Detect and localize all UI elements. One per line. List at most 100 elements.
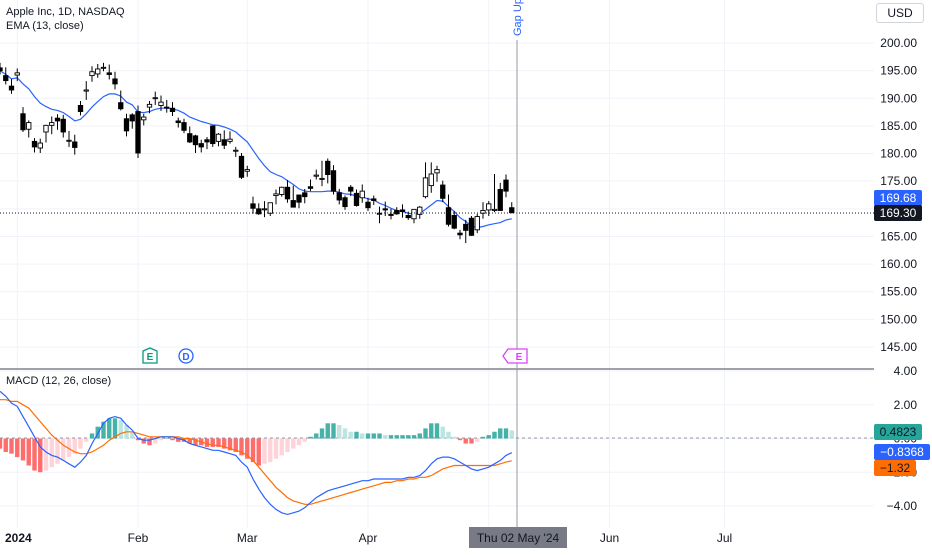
candle-body-up bbox=[49, 122, 55, 126]
candle-body-down bbox=[399, 209, 406, 213]
macd-line bbox=[0, 390, 513, 516]
candle-body-up bbox=[95, 68, 101, 75]
histogram-bar bbox=[187, 438, 192, 444]
histogram-bar bbox=[371, 433, 376, 439]
candle-body-up bbox=[14, 72, 20, 76]
candle bbox=[445, 194, 452, 227]
candle-body-down bbox=[77, 105, 84, 112]
candle bbox=[451, 211, 457, 230]
candle bbox=[181, 118, 187, 134]
candle-body-down bbox=[72, 141, 78, 148]
candle bbox=[434, 165, 440, 182]
histogram-bar bbox=[429, 423, 434, 439]
candle-body-down bbox=[296, 194, 302, 203]
histogram-bar bbox=[394, 435, 399, 439]
signal-value-tag: −1.32 bbox=[874, 460, 916, 476]
candle-body-down bbox=[342, 197, 348, 208]
histogram-bar bbox=[486, 435, 491, 439]
candle bbox=[342, 195, 348, 210]
candle bbox=[250, 196, 256, 214]
candle bbox=[480, 202, 486, 219]
candle-body-down bbox=[210, 125, 216, 145]
candle bbox=[60, 114, 66, 138]
candle bbox=[474, 213, 480, 234]
ema-legend: EMA (13, close) bbox=[6, 20, 84, 32]
histogram-bar bbox=[193, 438, 198, 446]
candle bbox=[382, 201, 388, 217]
ema-price-tag: 169.68 bbox=[874, 190, 922, 206]
candle-body-down bbox=[440, 184, 446, 199]
earnings-marker[interactable]: E bbox=[142, 347, 158, 364]
histogram-bar bbox=[262, 438, 267, 464]
candle-body-down bbox=[284, 186, 291, 200]
histogram-bar bbox=[0, 438, 3, 449]
price-tick-label: 160.00 bbox=[880, 257, 917, 271]
candle bbox=[14, 68, 20, 82]
dividend-marker[interactable]: D bbox=[178, 348, 194, 364]
time-tick-label: Apr bbox=[359, 531, 378, 545]
histogram-bar bbox=[314, 433, 319, 439]
candle-body-down bbox=[31, 140, 38, 148]
svg-text:−0.8368: −0.8368 bbox=[880, 445, 924, 459]
candle bbox=[221, 130, 227, 150]
candle bbox=[307, 179, 314, 192]
histogram-bar bbox=[20, 438, 26, 461]
histogram-bar bbox=[55, 438, 60, 464]
macd-tick-label: 2.00 bbox=[894, 398, 918, 412]
candle-body-down bbox=[164, 106, 170, 109]
histogram-bar bbox=[498, 428, 503, 439]
time-tick-label: Jul bbox=[717, 531, 732, 545]
histogram-bar bbox=[469, 438, 474, 444]
candle-body-up bbox=[267, 202, 273, 214]
histogram-bar bbox=[256, 438, 261, 466]
price-tick-label: 175.00 bbox=[880, 174, 917, 188]
time-axis[interactable]: 2024FebMarAprMayJunJul bbox=[5, 531, 732, 545]
histogram-bar bbox=[118, 419, 123, 439]
price-axis[interactable]: 200.00195.00190.00185.00180.00175.00170.… bbox=[880, 36, 917, 354]
candle-body-down bbox=[497, 189, 503, 211]
candle-body-down bbox=[353, 192, 360, 206]
histogram-bar bbox=[411, 435, 417, 439]
histogram-bar bbox=[273, 438, 279, 459]
svg-text:Thu 02 May '24: Thu 02 May '24 bbox=[477, 531, 560, 545]
candles-layer[interactable] bbox=[0, 62, 515, 244]
candle bbox=[290, 185, 296, 208]
upcoming-earnings-label: E bbox=[516, 352, 523, 363]
histogram-bar bbox=[325, 423, 330, 439]
candle bbox=[77, 101, 84, 116]
macd-tick-label: 4.00 bbox=[894, 364, 918, 378]
histogram-bar bbox=[296, 438, 302, 446]
currency-selector[interactable]: USD bbox=[876, 3, 924, 23]
histogram-bar bbox=[457, 438, 463, 441]
histogram-bar bbox=[176, 438, 181, 442]
candle bbox=[95, 64, 101, 78]
candle-body-down bbox=[307, 186, 314, 189]
candle-body-down bbox=[135, 111, 141, 154]
histogram-bar bbox=[331, 423, 336, 439]
candle bbox=[8, 78, 15, 94]
histogram-bar bbox=[112, 418, 118, 439]
upcoming-earnings-marker[interactable]: E bbox=[502, 348, 528, 364]
candle bbox=[227, 131, 233, 144]
candle-body-down bbox=[238, 155, 245, 178]
candle bbox=[210, 125, 216, 147]
macd-tick-label: −4.00 bbox=[887, 499, 918, 513]
candle bbox=[261, 201, 268, 218]
candle bbox=[106, 64, 112, 80]
histogram-bar bbox=[72, 438, 77, 454]
candle bbox=[417, 206, 423, 219]
candle bbox=[273, 189, 279, 205]
candle-body-up bbox=[66, 139, 72, 142]
candle-body-down bbox=[503, 179, 509, 192]
candle-body-down bbox=[123, 118, 130, 132]
candle bbox=[399, 204, 406, 218]
histogram-bar bbox=[43, 438, 49, 471]
svg-text:−1.32: −1.32 bbox=[880, 461, 911, 475]
candle bbox=[112, 71, 118, 90]
histogram-bar bbox=[452, 436, 457, 439]
candle-body-up bbox=[376, 212, 383, 215]
candle bbox=[66, 130, 72, 147]
candle bbox=[302, 188, 308, 204]
